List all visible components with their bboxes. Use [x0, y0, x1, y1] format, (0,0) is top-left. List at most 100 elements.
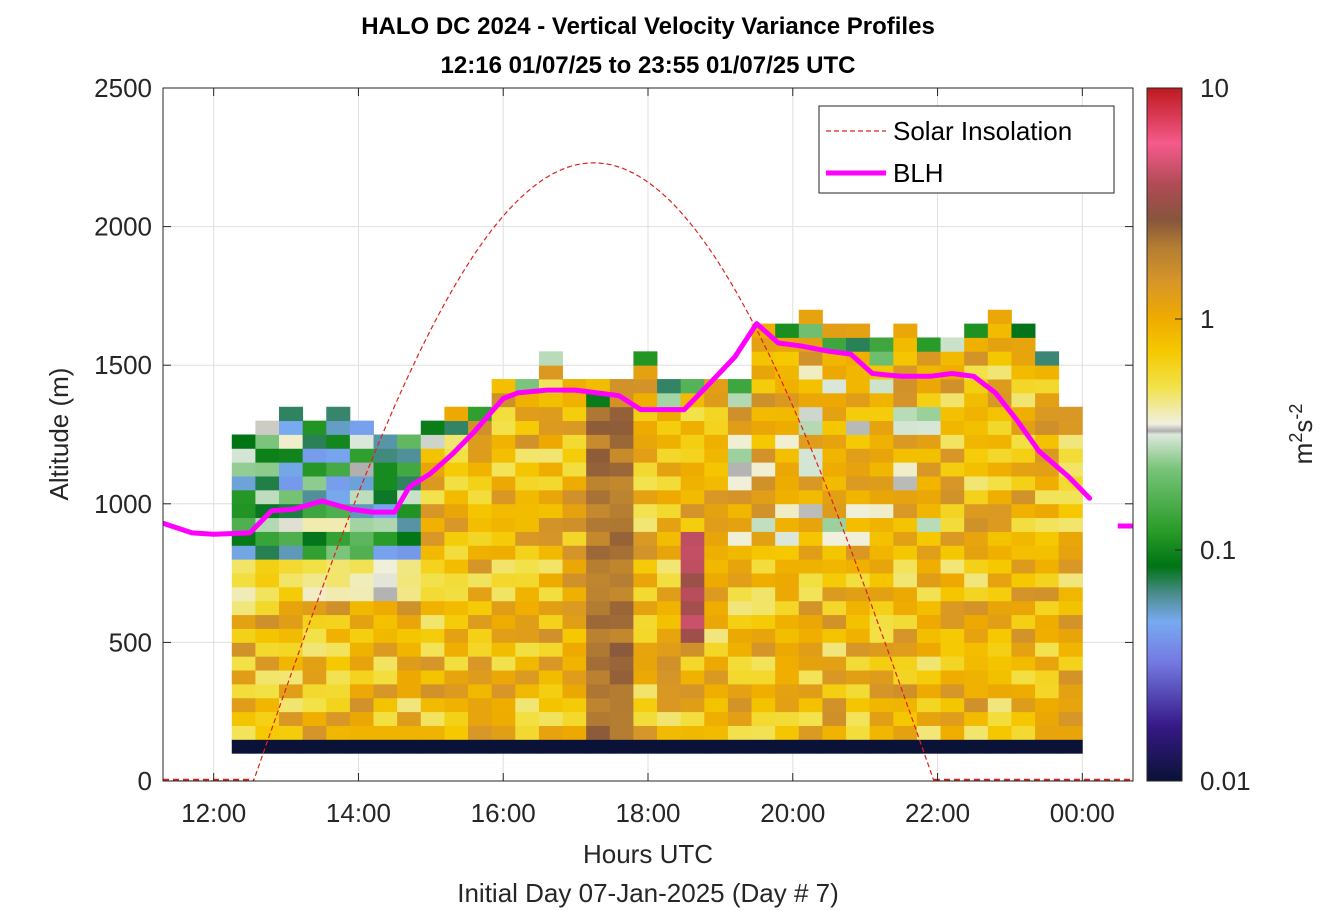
heatmap-cell: [893, 379, 918, 394]
heatmap-cell: [468, 656, 493, 671]
heatmap-cell: [822, 406, 847, 422]
heatmap-cell: [373, 531, 398, 546]
heatmap-cell: [822, 489, 847, 505]
heatmap-cell: [940, 573, 965, 588]
heatmap-cell: [775, 725, 800, 740]
heatmap-cell: [515, 434, 540, 449]
heatmap-cell: [704, 711, 729, 726]
heatmap-cell: [987, 628, 1012, 643]
heatmap-cell: [751, 586, 776, 602]
heatmap-cell: [255, 420, 280, 435]
heatmap-cell: [657, 656, 682, 671]
heatmap-cell: [349, 586, 374, 602]
heatmap-cell: [704, 448, 729, 463]
heatmap-cell: [987, 573, 1012, 588]
heatmap-cell: [987, 434, 1012, 449]
heatmap-cell: [491, 559, 516, 574]
heatmap-cell: [798, 379, 823, 394]
heatmap-cell: [822, 323, 847, 338]
heatmap-cell: [349, 642, 374, 657]
heatmap-cell: [468, 517, 493, 532]
heatmap-cell: [515, 642, 540, 657]
heatmap-cell: [231, 670, 256, 685]
heatmap-cell: [987, 351, 1012, 366]
heatmap-cell: [704, 434, 729, 449]
heatmap-cell: [727, 600, 752, 616]
heatmap-cell: [657, 448, 682, 463]
heatmap-cell: [420, 670, 445, 685]
heatmap-cell: [893, 739, 918, 754]
legend: Solar Insolation BLH: [818, 105, 1115, 194]
heatmap-cell: [798, 323, 823, 338]
heatmap-cell: [775, 365, 800, 380]
heatmap-cell: [657, 476, 682, 491]
heatmap-cell: [468, 739, 493, 754]
heatmap-cell: [940, 392, 965, 408]
heatmap-cell: [916, 697, 941, 713]
heatmap-cell: [633, 559, 658, 574]
colorbar-tick-label-3: 10: [1200, 73, 1229, 103]
heatmap-cell: [326, 462, 351, 477]
heatmap-cell: [515, 489, 540, 505]
heatmap-cell: [657, 434, 682, 449]
heatmap-cell: [515, 476, 540, 491]
x-axis-sublabel: Initial Day 07-Jan-2025 (Day # 7): [457, 878, 839, 908]
heatmap-cell: [373, 711, 398, 726]
heatmap-cell: [633, 503, 658, 519]
heatmap-cell: [798, 683, 823, 699]
heatmap-cell: [727, 586, 752, 602]
heatmap-cell: [657, 711, 682, 726]
heatmap-cell: [397, 642, 422, 657]
heatmap-cell: [869, 614, 894, 629]
heatmap-cell: [940, 559, 965, 574]
heatmap-cell: [798, 642, 823, 657]
heatmap-cell: [1035, 670, 1060, 685]
heatmap-cell: [869, 517, 894, 532]
heatmap-cell: [491, 476, 516, 491]
heatmap-cell: [420, 725, 445, 740]
heatmap-cell: [349, 656, 374, 671]
heatmap-cell: [657, 642, 682, 657]
heatmap-cell: [822, 642, 847, 657]
heatmap-cell: [349, 600, 374, 616]
heatmap-cell: [444, 614, 469, 629]
heatmap-cell: [468, 573, 493, 588]
heatmap-cell: [562, 448, 587, 463]
heatmap-cell: [373, 670, 398, 685]
heatmap-cell: [373, 517, 398, 532]
heatmap-cell: [562, 725, 587, 740]
heatmap-cell: [538, 503, 563, 519]
heatmap-cell: [468, 503, 493, 519]
heatmap-cell: [798, 448, 823, 463]
colorbar-unit-m: m: [1288, 443, 1318, 465]
heatmap-cell: [349, 559, 374, 574]
heatmap-cell: [987, 600, 1012, 616]
heatmap-cell: [302, 711, 327, 726]
heatmap-cell: [1058, 628, 1083, 643]
heatmap-cell: [302, 517, 327, 532]
heatmap-cell: [727, 448, 752, 463]
heatmap-cell: [444, 628, 469, 643]
heatmap-cell: [1035, 559, 1060, 574]
heatmap-cell: [633, 656, 658, 671]
heatmap-cell: [491, 503, 516, 519]
heatmap-cell: [515, 586, 540, 602]
heatmap-cell: [302, 739, 327, 754]
heatmap-cell: [869, 586, 894, 602]
heatmap-cell: [586, 670, 611, 685]
y-tick-label-0: 0: [138, 766, 152, 796]
heatmap-cell: [846, 725, 871, 740]
heatmap-cell: [326, 642, 351, 657]
heatmap-cell: [633, 434, 658, 449]
heatmap-cell: [420, 434, 445, 449]
heatmap-cell: [869, 670, 894, 685]
heatmap-cell: [279, 614, 304, 629]
heatmap-cell: [727, 697, 752, 713]
heatmap-cell: [231, 656, 256, 671]
heatmap-cell: [727, 683, 752, 699]
heatmap-cell: [751, 573, 776, 588]
heatmap-cell: [397, 448, 422, 463]
heatmap-cell: [846, 573, 871, 588]
heatmap-cell: [657, 379, 682, 394]
heatmap-cell: [869, 656, 894, 671]
